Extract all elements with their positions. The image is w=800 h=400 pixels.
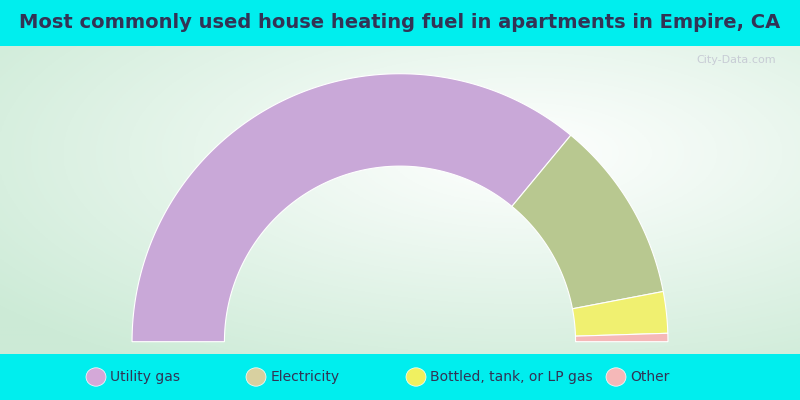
Text: Bottled, tank, or LP gas: Bottled, tank, or LP gas	[430, 370, 593, 384]
Ellipse shape	[86, 368, 106, 386]
Ellipse shape	[246, 368, 266, 386]
Text: Other: Other	[630, 370, 670, 384]
Ellipse shape	[606, 368, 626, 386]
Text: Electricity: Electricity	[270, 370, 339, 384]
Text: City-Data.com: City-Data.com	[696, 55, 776, 65]
Polygon shape	[573, 292, 668, 336]
Text: Utility gas: Utility gas	[110, 370, 180, 384]
Ellipse shape	[406, 368, 426, 386]
Polygon shape	[575, 333, 668, 342]
Polygon shape	[132, 74, 571, 342]
Text: Most commonly used house heating fuel in apartments in Empire, CA: Most commonly used house heating fuel in…	[19, 14, 781, 32]
Polygon shape	[512, 135, 663, 309]
